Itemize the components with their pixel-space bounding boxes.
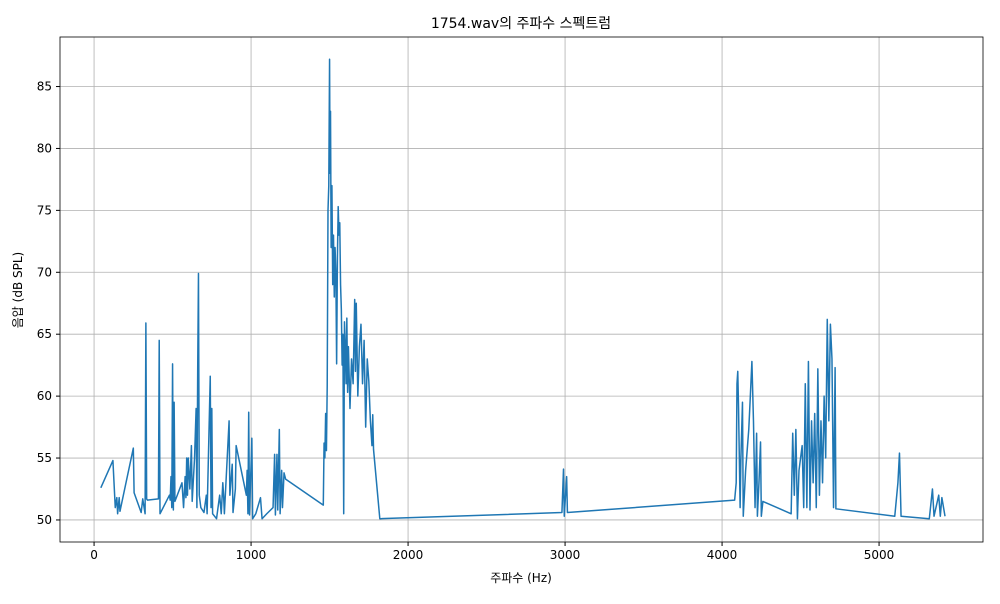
y-tick-label: 60 [37, 389, 52, 403]
chart-title: 1754.wav의 주파수 스펙트럼 [431, 16, 611, 32]
x-tick-label: 4000 [707, 548, 738, 562]
x-tick-label: 0 [90, 548, 98, 562]
line [100, 58, 946, 520]
x-tick-label: 5000 [864, 548, 895, 562]
x-axis-label: 주파수 (Hz) [490, 571, 552, 585]
y-axis-label: 음압 (dB SPL) [11, 252, 25, 328]
y-tick-label: 80 [37, 141, 52, 155]
x-tick-label: 1000 [236, 548, 267, 562]
y-tick-label: 50 [37, 513, 52, 527]
plot-frame [59, 36, 984, 543]
x-tick-label: 3000 [550, 548, 581, 562]
y-tick-label: 75 [37, 203, 52, 217]
x-tick-label: 2000 [393, 548, 424, 562]
y-tick-label: 85 [37, 80, 52, 94]
y-tick-label: 55 [37, 451, 52, 465]
y-tick-label: 70 [37, 265, 52, 279]
y-tick-label: 65 [37, 327, 52, 341]
